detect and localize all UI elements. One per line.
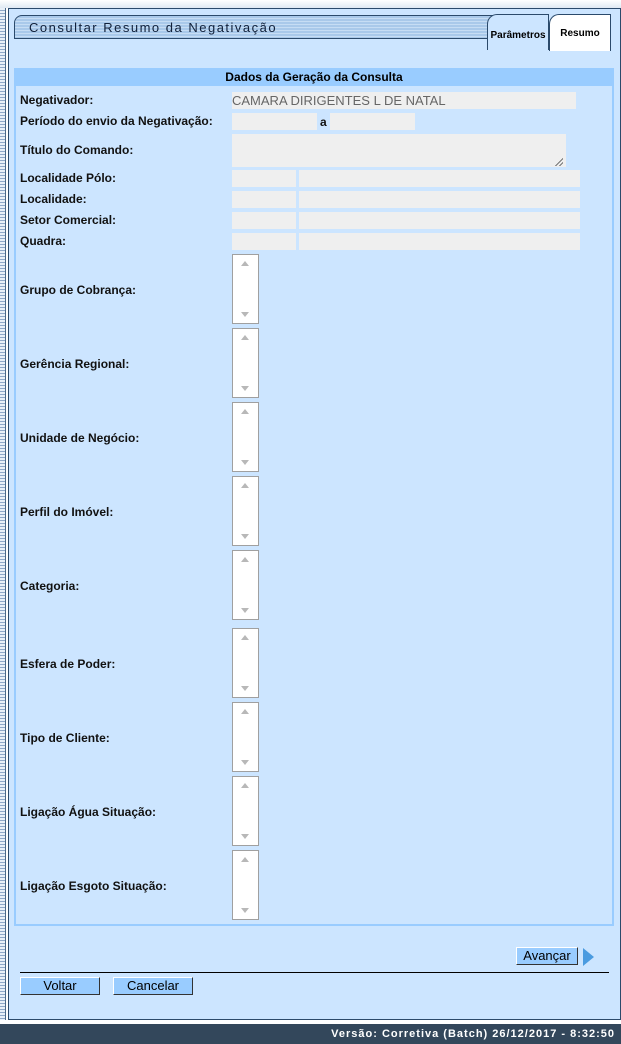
scroll-up-icon[interactable] <box>241 857 249 862</box>
negativador-field[interactable] <box>232 92 576 109</box>
localidade-polo-name-field[interactable] <box>299 170 580 187</box>
scroll-down-icon[interactable] <box>241 534 249 539</box>
form-section <box>14 68 614 926</box>
ligacao-esgoto-label: Ligação Esgoto Situação: <box>20 879 167 893</box>
perfil-imovel-label: Perfil do Imóvel: <box>20 505 114 519</box>
left-menu-edge <box>0 8 6 1020</box>
scroll-down-icon[interactable] <box>241 312 249 317</box>
periodo-end-field[interactable] <box>330 113 415 130</box>
cancelar-button[interactable]: Cancelar <box>113 977 193 995</box>
ligacao-esgoto-list[interactable] <box>232 850 259 920</box>
periodo-separator: a <box>320 115 327 129</box>
section-title: Dados da Geração da Consulta <box>14 68 614 86</box>
arrow-right-icon[interactable] <box>583 948 594 966</box>
scroll-up-icon[interactable] <box>241 409 249 414</box>
scroll-up-icon[interactable] <box>241 335 249 340</box>
quadra-name-field[interactable] <box>299 233 580 250</box>
scroll-down-icon[interactable] <box>241 460 249 465</box>
avancar-button[interactable]: Avançar <box>516 947 578 965</box>
voltar-button[interactable]: Voltar <box>20 977 100 995</box>
grupo-cobranca-label: Grupo de Cobrança: <box>20 283 137 297</box>
scroll-down-icon[interactable] <box>241 760 249 765</box>
categoria-list[interactable] <box>232 550 259 620</box>
localidade-polo-label: Localidade Pólo: <box>20 171 117 185</box>
version-footer: Versão: Corretiva (Batch) 26/12/2017 - 8… <box>0 1024 621 1044</box>
gerencia-regional-label: Gerência Regional: <box>20 357 130 371</box>
categoria-label: Categoria: <box>20 579 80 593</box>
setor-code-field[interactable] <box>232 212 296 229</box>
tipo-cliente-list[interactable] <box>232 702 259 772</box>
localidade-name-field[interactable] <box>299 191 580 208</box>
tab-resumo[interactable]: Resumo <box>549 14 611 51</box>
localidade-polo-code-field[interactable] <box>232 170 296 187</box>
scroll-up-icon[interactable] <box>241 261 249 266</box>
scroll-down-icon[interactable] <box>241 834 249 839</box>
scroll-down-icon[interactable] <box>241 386 249 391</box>
grupo-cobranca-list[interactable] <box>232 254 259 324</box>
periodo-label: Período do envio da Negativação: <box>20 114 213 128</box>
quadra-code-field[interactable] <box>232 233 296 250</box>
page-title-bar: Consultar Resumo da Negativação <box>14 15 494 39</box>
divider <box>20 972 609 973</box>
titulo-textarea[interactable] <box>232 134 566 167</box>
unidade-negocio-list[interactable] <box>232 402 259 472</box>
esfera-poder-label: Esfera de Poder: <box>20 657 116 671</box>
resize-grip-icon[interactable] <box>555 158 563 166</box>
setor-name-field[interactable] <box>299 212 580 229</box>
scroll-down-icon[interactable] <box>241 908 249 913</box>
tipo-cliente-label: Tipo de Cliente: <box>20 731 110 745</box>
setor-label: Setor Comercial: <box>20 213 117 227</box>
perfil-imovel-list[interactable] <box>232 476 259 546</box>
scroll-down-icon[interactable] <box>241 686 249 691</box>
esfera-poder-list[interactable] <box>232 628 259 698</box>
scroll-up-icon[interactable] <box>241 483 249 488</box>
scroll-up-icon[interactable] <box>241 783 249 788</box>
localidade-code-field[interactable] <box>232 191 296 208</box>
scroll-up-icon[interactable] <box>241 635 249 640</box>
negativador-label: Negativador: <box>20 93 94 107</box>
top-border <box>0 0 621 8</box>
scroll-up-icon[interactable] <box>241 709 249 714</box>
ligacao-agua-list[interactable] <box>232 776 259 846</box>
ligacao-agua-label: Ligação Água Situação: <box>20 805 157 819</box>
gerencia-regional-list[interactable] <box>232 328 259 398</box>
titulo-label: Título do Comando: <box>20 143 134 157</box>
page-title: Consultar Resumo da Negativação <box>29 20 278 35</box>
scroll-down-icon[interactable] <box>241 608 249 613</box>
quadra-label: Quadra: <box>20 234 67 248</box>
tab-parametros[interactable]: Parâmetros <box>487 14 549 50</box>
scroll-up-icon[interactable] <box>241 557 249 562</box>
periodo-start-field[interactable] <box>232 113 317 130</box>
unidade-negocio-label: Unidade de Negócio: <box>20 431 140 445</box>
localidade-label: Localidade: <box>20 192 87 206</box>
